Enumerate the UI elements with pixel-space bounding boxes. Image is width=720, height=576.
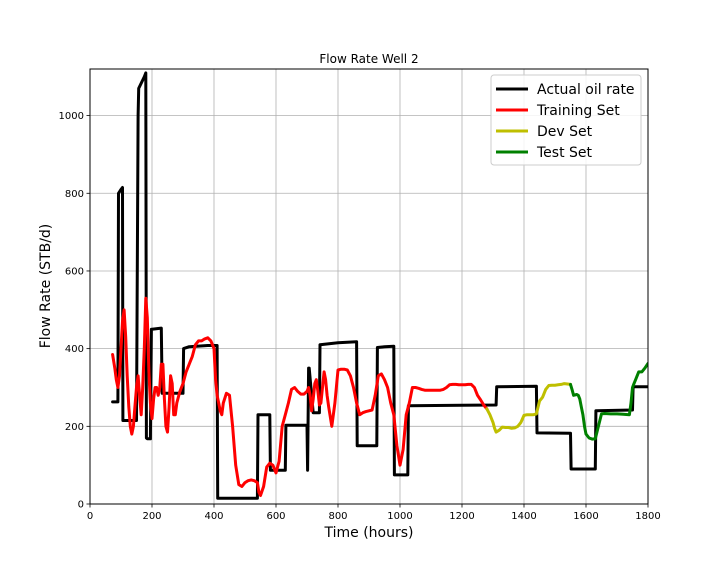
x-tick-label: 0 bbox=[87, 511, 93, 522]
x-tick-label: 800 bbox=[328, 511, 347, 522]
y-tick-label: 0 bbox=[78, 500, 84, 511]
x-tick-label: 1200 bbox=[449, 511, 474, 522]
y-tick-label: 200 bbox=[65, 422, 84, 433]
legend-box bbox=[490, 74, 642, 166]
series-line-actual-oil-rate bbox=[111, 71, 648, 500]
series-line-test-set bbox=[569, 361, 648, 441]
plot-frame bbox=[89, 68, 649, 505]
x-tick-label: 400 bbox=[204, 511, 223, 522]
legend-label-test-set: Test Set bbox=[536, 145, 593, 161]
x-tick-label: 1800 bbox=[635, 511, 660, 522]
chart-title: Flow Rate Well 2 bbox=[319, 52, 418, 66]
y-tick-label: 800 bbox=[65, 189, 84, 200]
x-tick-label: 1000 bbox=[387, 511, 412, 522]
y-axis-ticks: 0 200 400 600 800 1000 bbox=[59, 111, 90, 511]
x-tick-label: 1600 bbox=[573, 511, 598, 522]
x-axis-ticks: 0 200 400 600 800 1000 1200 1400 1600 1800 bbox=[87, 504, 661, 522]
x-tick-label: 1400 bbox=[511, 511, 536, 522]
legend: Actual oil rate Training Set Dev Set Test S… bbox=[490, 74, 642, 166]
x-axis-label: Time (hours) bbox=[324, 525, 414, 541]
y-tick-label: 1000 bbox=[59, 111, 84, 122]
x-tick-label: 600 bbox=[266, 511, 285, 522]
y-axis-label: Flow Rate (STB/d) bbox=[38, 224, 54, 349]
series-line-training-set bbox=[111, 296, 489, 497]
y-tick-label: 400 bbox=[65, 344, 84, 355]
series-line-dev-set bbox=[485, 382, 572, 434]
legend-label-training-set: Training Set bbox=[536, 103, 620, 119]
legend-label-actual-oil-rate: Actual oil rate bbox=[537, 82, 635, 98]
legend-label-dev-set: Dev Set bbox=[537, 124, 593, 140]
series-group bbox=[111, 71, 648, 500]
x-tick-label: 200 bbox=[142, 511, 161, 522]
y-tick-label: 600 bbox=[65, 266, 84, 277]
